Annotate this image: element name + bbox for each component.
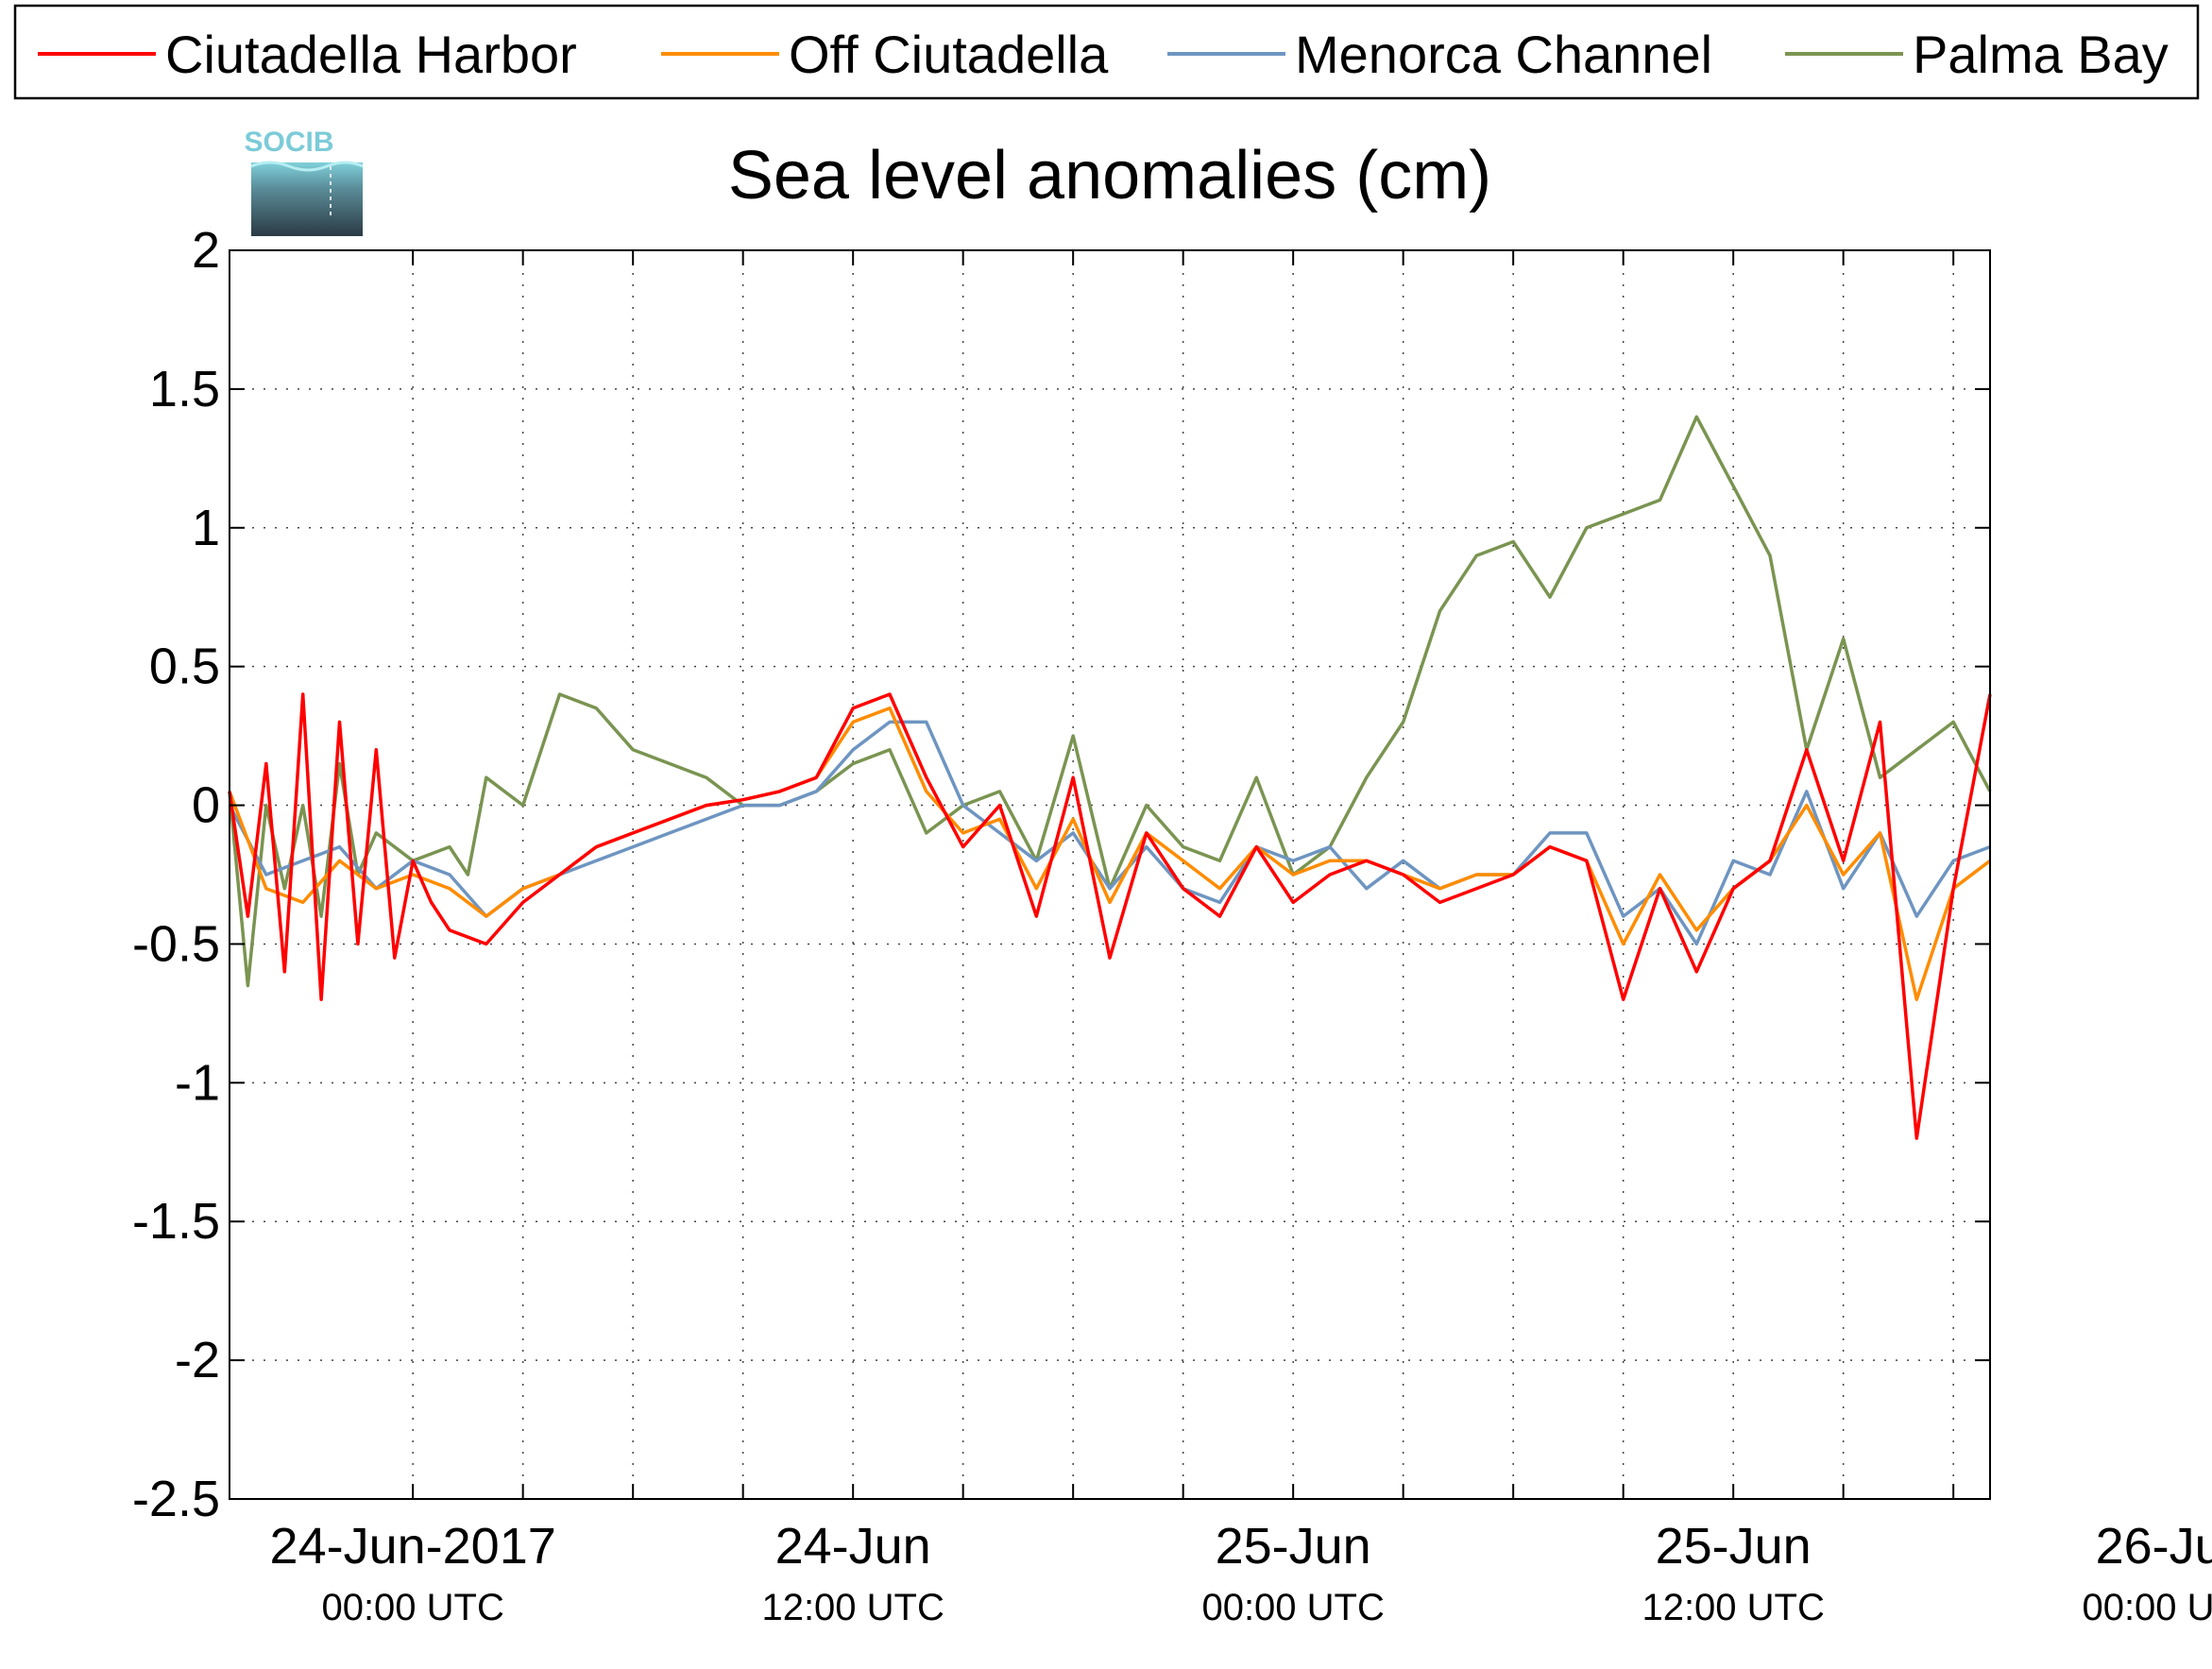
y-tick-label: -1.5: [132, 1193, 220, 1250]
logo-graphic: [251, 162, 363, 236]
logo-wave: [250, 161, 364, 172]
x-tick-label-time: 00:00 UTC: [1201, 1587, 1384, 1628]
series-line-off-ciutadella: [228, 706, 1992, 1001]
legend-label: Menorca Channel: [1295, 25, 1712, 84]
legend-entries: Ciutadella Harbor Off Ciutadella Menorca C…: [38, 25, 2169, 84]
logo-text: SOCIB: [244, 127, 333, 158]
y-tick-label: -2.5: [132, 1471, 220, 1527]
x-tick-label-time: 00:00 UTC: [321, 1587, 503, 1628]
series-group: [228, 415, 1992, 1140]
y-tick-label: 0: [192, 777, 220, 834]
y-tick-label: -1: [175, 1054, 220, 1111]
x-tick-label-date: 25-Jun: [1656, 1518, 1812, 1575]
y-tick-label: -0.5: [132, 915, 220, 972]
x-tick-label-date: 24-Jun-2017: [270, 1518, 556, 1575]
y-axis: 2 1.5 1 0.5 0 -0.5 -1 -1.5 -2 -2.5: [132, 222, 1990, 1527]
x-axis: 24-Jun-2017 00:00 UTC 24-Jun 12:00 UTC 25-Ju…: [270, 250, 2212, 1628]
x-tick-label-time: 12:00 UTC: [761, 1587, 944, 1628]
y-tick-label: -2: [175, 1332, 220, 1388]
legend-label: Palma Bay: [1913, 25, 2169, 84]
x-tick-label-time: 12:00 UTC: [1642, 1587, 1824, 1628]
plot-frame: [229, 249, 1991, 1500]
x-tick-label-date: 24-Jun: [775, 1518, 931, 1575]
legend-label: Ciutadella Harbor: [165, 25, 577, 84]
x-tick-label-date: 26-Jun: [2096, 1518, 2212, 1575]
chart-title: Sea level anomalies (cm): [728, 138, 1491, 213]
legend-label: Off Ciutadella: [789, 25, 1109, 84]
series-line-ciutadella-harbor: [228, 692, 1992, 1140]
series-line-palma-bay: [228, 415, 1992, 988]
plot-area: 2 1.5 1 0.5 0 -0.5 -1 -1.5 -2 -2.5 24-Jun-2017 00:…: [132, 222, 2212, 1628]
y-tick-label: 2: [192, 222, 220, 279]
socib-logo: SOCIB: [244, 127, 364, 236]
y-tick-label: 0.5: [149, 639, 220, 695]
y-tick-label: 1: [192, 500, 220, 556]
legend: Ciutadella Harbor Off Ciutadella Menorca C…: [13, 4, 2200, 100]
y-tick-label: 1.5: [149, 361, 220, 417]
x-tick-label-date: 25-Jun: [1216, 1518, 1371, 1575]
x-tick-label-time: 00:00 UTC: [2082, 1587, 2212, 1628]
